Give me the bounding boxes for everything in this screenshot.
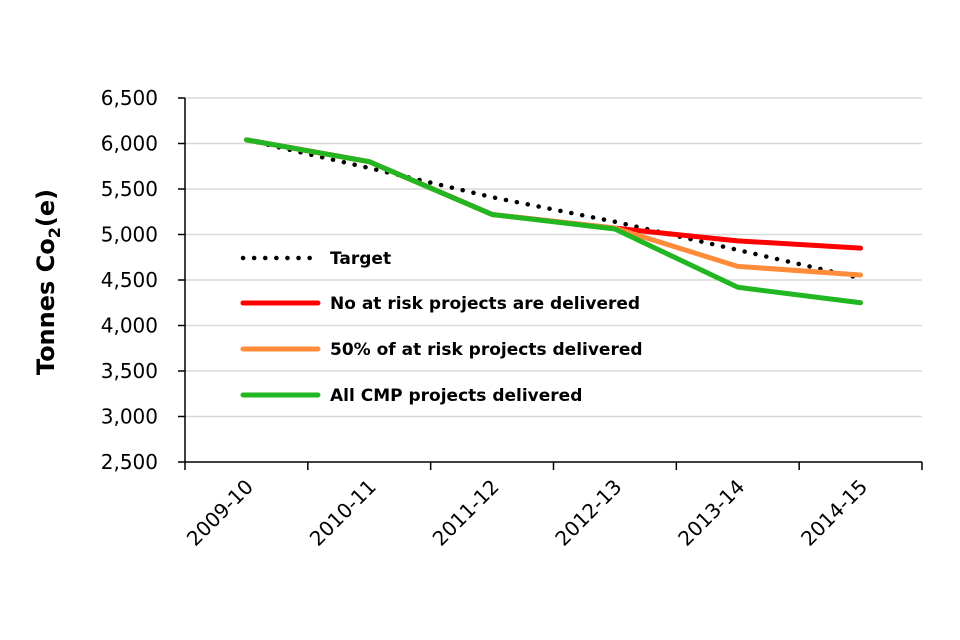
x-tick-label: 2009-10 — [182, 475, 258, 551]
y-tick-label: 2,500 — [101, 450, 158, 474]
y-tick-label: 4,000 — [101, 314, 158, 338]
y-tick-label: 3,500 — [101, 359, 158, 383]
x-tick-label: 2012-13 — [550, 475, 626, 551]
legend-label: 50% of at risk projects delivered — [330, 340, 643, 360]
series-lines — [243, 137, 864, 306]
legend-label: Target — [330, 249, 391, 269]
legend-label: No at risk projects are delivered — [330, 294, 640, 314]
x-tick-label: 2013-14 — [673, 475, 749, 551]
y-axis-title-suffix: (e) — [32, 189, 60, 227]
legend: Target No at risk projects are delivered 5… — [240, 249, 643, 406]
y-tick-label: 5,500 — [101, 177, 158, 201]
series-line-all-cmp-projects-delivered — [243, 137, 864, 306]
x-tick-label: 2014-15 — [796, 475, 872, 551]
x-tick-label: 2010-11 — [305, 475, 381, 551]
x-tick-label: 2011-12 — [428, 475, 504, 551]
gridlines — [185, 97, 922, 418]
y-tick-label: 6,000 — [101, 132, 158, 156]
y-axis-title: Tonnes Co2(e) — [32, 189, 64, 375]
y-tick-label: 4,500 — [101, 268, 158, 292]
y-tick-label: 5,000 — [101, 223, 158, 247]
y-axis-title-subscript: 2 — [45, 227, 64, 238]
x-axis-ticks: 2009-10 2010-11 2011-12 2012-13 2013-14 2014-… — [182, 462, 923, 551]
y-tick-label: 3,000 — [101, 405, 158, 429]
legend-label: All CMP projects delivered — [330, 386, 582, 406]
y-axis-ticks: 2,500 3,000 3,500 4,000 4,500 5,000 5,500 6,000… — [101, 86, 185, 474]
y-tick-label: 6,500 — [101, 86, 158, 110]
y-axis-title-main: Tonnes Co — [32, 238, 60, 375]
